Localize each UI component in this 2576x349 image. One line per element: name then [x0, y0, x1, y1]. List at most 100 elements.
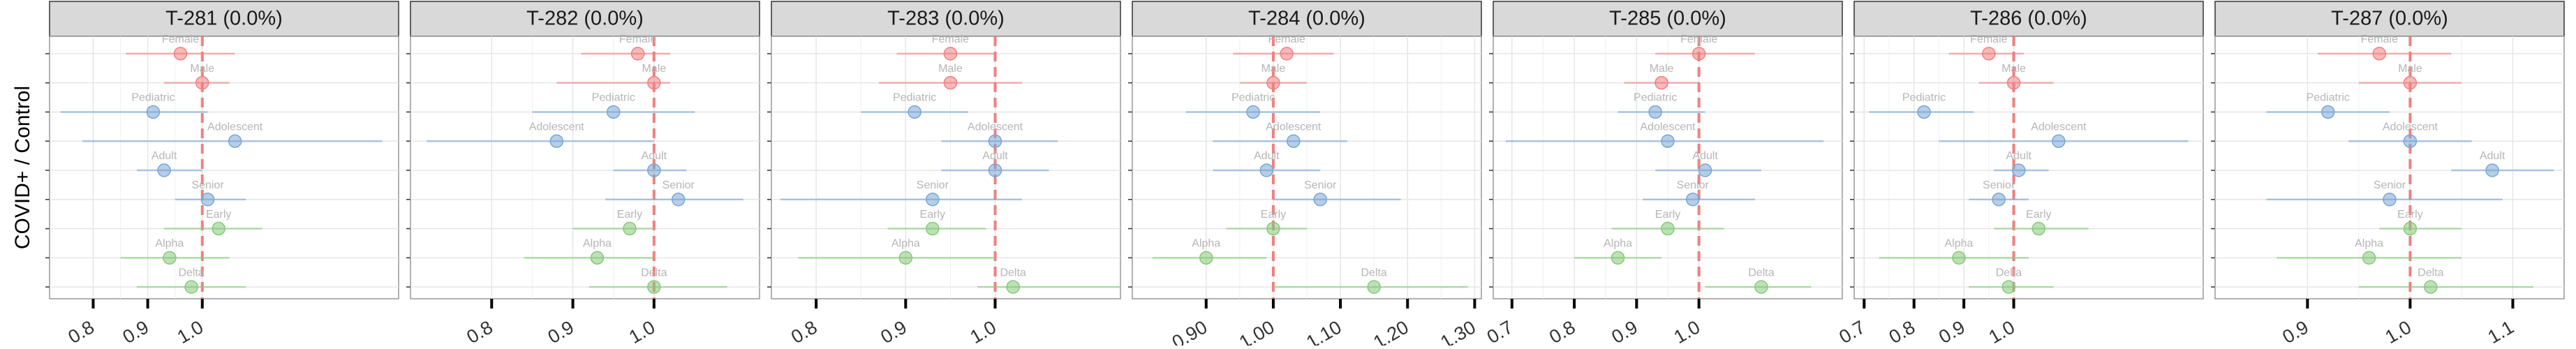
panel-title: T-281 (0.0%) [165, 8, 283, 30]
point [630, 47, 645, 61]
point-label: Senior [917, 179, 949, 191]
point [173, 47, 188, 61]
plot-area [2214, 36, 2565, 299]
x-tick-label: 0.90 [1169, 316, 1211, 346]
point [1287, 134, 1301, 148]
point [908, 105, 921, 119]
strip [410, 1, 760, 37]
point-label: Male [1650, 63, 1674, 75]
plot-area [410, 36, 760, 299]
point [1259, 163, 1274, 177]
panel: T-282 (0.0%) 0.8 0.9 1.0 Female Male Pediatric… [406, 1, 760, 348]
strip [1132, 1, 1482, 37]
point-label: Adolescent [1266, 121, 1322, 133]
plot-area [1853, 36, 2204, 299]
point-label: Adult [642, 150, 667, 162]
point-label: Senior [662, 179, 695, 191]
x-tick-label: 1.0 [967, 316, 1000, 346]
point-label: Adult [2006, 150, 2031, 162]
point [1917, 105, 1931, 119]
point-label: Adult [982, 150, 1008, 162]
point-label: Alpha [583, 238, 612, 250]
x-tick-label: 0.8 [65, 316, 98, 346]
point [2403, 134, 2418, 148]
point-label: Pediatric [131, 92, 175, 104]
point [1661, 221, 1675, 236]
point-label: Female [1680, 34, 1717, 45]
panel-title: T-286 (0.0%) [1970, 8, 2087, 30]
point [1246, 105, 1260, 119]
point [2321, 105, 2335, 119]
point-label: Adult [1692, 150, 1718, 162]
point-label: Early [2026, 209, 2051, 221]
point-label: Senior [2374, 179, 2406, 191]
panel-title: T-285 (0.0%) [1609, 8, 1726, 30]
point-label: Delta [1361, 267, 1386, 279]
point-label: Alpha [2355, 238, 2383, 250]
x-tick-label: 0.8 [1886, 316, 1919, 346]
x-tick-label: 0.9 [877, 316, 910, 346]
point [1655, 75, 1668, 90]
point-label: Adult [151, 150, 177, 162]
point-label: Female [1970, 34, 2007, 45]
point [943, 75, 958, 90]
panel-title: T-283 (0.0%) [887, 8, 1005, 30]
point-label: Pediatric [1902, 92, 1946, 104]
point [1992, 193, 2006, 207]
point [2031, 221, 2046, 236]
point [195, 75, 209, 90]
x-tick-label: 0.9 [1608, 316, 1641, 346]
point [1685, 193, 1700, 207]
point [988, 134, 1002, 148]
x-tick-label: 1.0 [1985, 316, 2019, 346]
panel: T-286 (0.0%) 0.7 0.8 0.9 1.0 Female Male Pediat… [1835, 1, 2204, 348]
point [1648, 105, 1662, 119]
point [1266, 75, 1280, 90]
point [1661, 134, 1675, 148]
point [184, 280, 198, 294]
point-label: Female [162, 34, 199, 45]
panel-title: T-282 (0.0%) [526, 8, 644, 30]
point [2383, 193, 2397, 207]
x-tick-label: 1.0 [2381, 316, 2415, 346]
point [988, 163, 1002, 177]
x-tick-label: 1.0 [626, 316, 659, 346]
point-label: Early [2397, 209, 2422, 221]
x-tick-label: 1.0 [174, 316, 207, 346]
point-label: Pediatric [592, 92, 635, 104]
strip [1493, 1, 1843, 37]
point [1280, 47, 1294, 61]
point-label: Female [932, 34, 969, 45]
point-label: Adolescent [1640, 121, 1696, 133]
strip [49, 1, 399, 37]
point [1952, 251, 1966, 265]
point [1754, 280, 1768, 294]
x-tick-label: 0.7 [1483, 316, 1517, 346]
point-label: Adult [1254, 150, 1280, 162]
point [228, 134, 242, 148]
point-label: Male [2001, 63, 2026, 75]
point-label: Male [938, 63, 963, 75]
x-tick-label: 1.30 [1437, 316, 1479, 346]
point [2052, 134, 2066, 148]
point [1611, 251, 1625, 265]
panel-title: T-284 (0.0%) [1248, 8, 1365, 30]
strip [2214, 1, 2565, 37]
point [2001, 280, 2016, 294]
point [671, 193, 686, 207]
x-tick-label: 1.20 [1370, 316, 1412, 346]
point-label: Female [619, 34, 656, 45]
x-tick-label: 0.8 [787, 316, 821, 346]
point-label: Pediatric [1634, 92, 1677, 104]
point [898, 251, 913, 265]
point [943, 47, 958, 61]
point-label: Adolescent [2383, 121, 2438, 133]
point-label: Pediatric [893, 92, 936, 104]
point-label: Delta [641, 267, 667, 279]
point [2424, 280, 2438, 294]
point [2403, 75, 2418, 90]
point [157, 163, 171, 177]
point [163, 251, 177, 265]
x-tick-label: 1.00 [1236, 316, 1278, 346]
point-label: Alpha [1604, 238, 1632, 250]
